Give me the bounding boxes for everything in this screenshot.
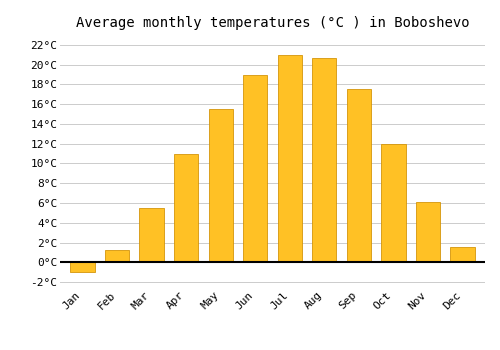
Bar bbox=[70, 262, 94, 272]
Title: Average monthly temperatures (°C ) in Boboshevo: Average monthly temperatures (°C ) in Bo… bbox=[76, 16, 469, 30]
Bar bbox=[278, 55, 302, 262]
Bar bbox=[140, 208, 164, 262]
Bar bbox=[312, 58, 336, 262]
Bar bbox=[208, 109, 233, 262]
Bar bbox=[105, 251, 129, 262]
Bar bbox=[174, 154, 198, 262]
Bar bbox=[416, 202, 440, 262]
Bar bbox=[347, 89, 371, 262]
Bar bbox=[450, 247, 474, 262]
Bar bbox=[243, 75, 268, 262]
Bar bbox=[382, 144, 406, 262]
